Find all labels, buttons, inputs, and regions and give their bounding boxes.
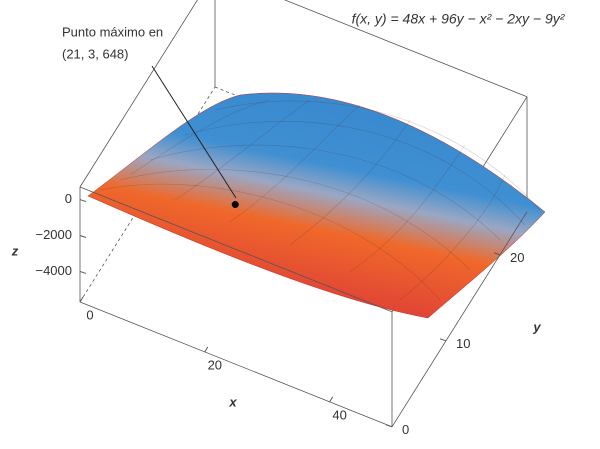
z-tick (79, 199, 87, 203)
z-tick-label: 0 (65, 191, 72, 206)
y-tick-label: 20 (510, 250, 524, 265)
z-tick (79, 235, 87, 238)
surface (87, 92, 546, 319)
y-tick-label: 10 (456, 336, 470, 351)
max-point (231, 201, 239, 209)
box-edge (391, 211, 528, 428)
x-tick (329, 396, 334, 403)
x-tick (79, 296, 84, 303)
y-tick (439, 338, 447, 342)
y-tick (385, 424, 393, 428)
y-tick-label: 0 (402, 422, 409, 437)
x-tick-label: 40 (332, 407, 346, 422)
z-tick-label: −2000 (35, 227, 72, 242)
y-tick (493, 252, 501, 256)
x-axis-label: x (228, 394, 237, 409)
z-axis-label: z (11, 243, 19, 258)
x-tick-label: 0 (86, 307, 93, 322)
x-tick-label: 20 (208, 357, 222, 372)
annotation-text: (21, 3, 648) (62, 46, 129, 61)
box-edge (79, 301, 393, 428)
annotation-text: Punto máximo en (62, 24, 163, 39)
box-edge (79, 186, 393, 313)
z-tick (79, 270, 87, 274)
box-edge (283, 0, 528, 98)
y-axis-label: y (532, 319, 541, 334)
z-tick-label: −4000 (35, 263, 72, 278)
box-edge (79, 0, 198, 188)
x-tick (204, 346, 209, 353)
annotation-pointer (151, 65, 237, 199)
surface-grid (99, 99, 541, 301)
formula-title: f(x, y) = 48x + 96y − x² − 2xy − 9y² (352, 11, 566, 27)
